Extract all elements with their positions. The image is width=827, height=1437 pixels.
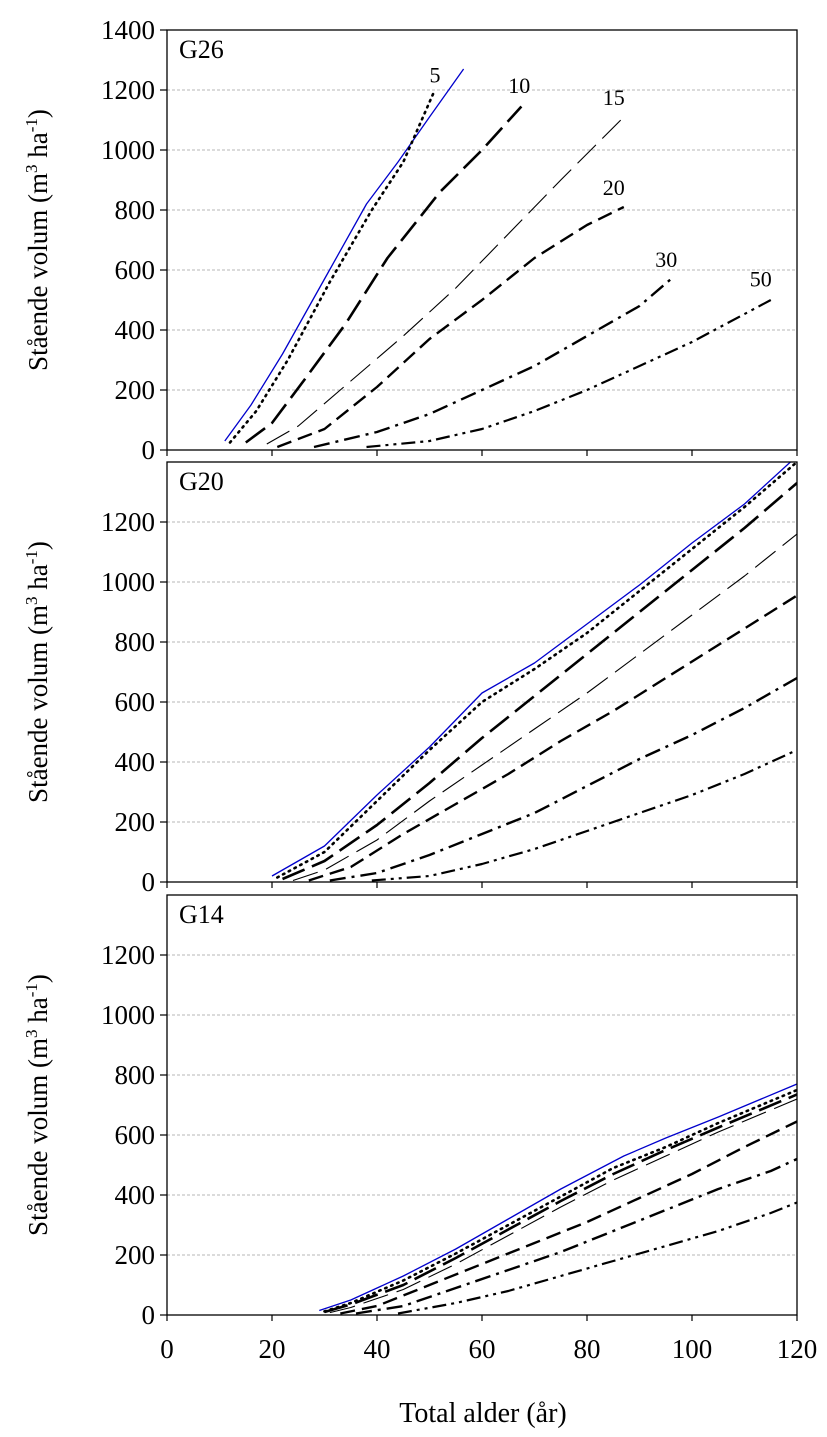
curve-label: 50 [750,267,772,292]
panel-title: G14 [179,900,224,929]
y-tick-label: 1400 [101,15,155,45]
y-tick-label: 1200 [101,940,155,970]
series-line-15 [266,116,625,445]
x-tick-label: 0 [160,1334,174,1364]
series-line-unlabeled-1 [323,1088,797,1313]
panel-g14: 0 200 400 600 800 1000 1200 0 20 40 60 80 100 120 G14 S… [22,894,818,1364]
series-line-10 [324,1093,797,1314]
y-tick-label: 0 [142,1300,156,1330]
y-tick-label: 400 [115,315,156,345]
panel-g26: 0 200 400 600 800 1000 1200 1400 5 10 15 20 30 50 G26 S… [22,15,798,465]
series-line-10 [245,105,523,444]
panel-title: G26 [179,35,224,64]
plot-frame [166,461,798,883]
y-tick-label: 0 [142,435,156,465]
series-line-5 [271,462,792,877]
series-line-30 [329,676,797,882]
series-group [319,1083,797,1315]
x-axis-label: Total alder (år) [399,1398,567,1429]
y-tick-label: 1000 [101,1000,155,1030]
y-tick-label: 0 [142,867,156,897]
y-tick-label: 800 [115,1060,156,1090]
y-tick-label: 1200 [101,75,155,105]
y-tick-label: 600 [115,255,156,285]
series-line-50 [397,1201,797,1315]
series-line-50 [366,299,772,449]
series-line-20 [308,594,797,882]
plot-frame [166,29,798,451]
series-line-30 [313,278,672,449]
y-tick-label: 1000 [101,567,155,597]
curve-label: 10 [508,73,530,98]
series-line-5 [224,68,465,442]
y-tick-label: 200 [115,1240,156,1270]
series-line-15 [292,533,797,882]
x-tick-label: 60 [469,1334,496,1364]
y-tick-label: 800 [115,195,156,225]
panel-g20: 0 200 400 600 800 1000 1200 G20 Stående volum (m… [22,461,798,897]
series-line-20 [340,1120,797,1315]
y-tick-label: 1200 [101,507,155,537]
series-group [271,462,797,882]
y-axis-label: Stående volum (m3 ha-1) [22,109,53,371]
series-line-5 [319,1083,797,1312]
y-tick-label: 800 [115,627,156,657]
series-line-10 [281,482,797,881]
y-tick-label: 400 [115,1180,156,1210]
x-tick-label: 80 [574,1334,601,1364]
curve-label: 20 [603,175,625,200]
series-line-30 [355,1157,797,1315]
x-tick-label: 120 [777,1334,818,1364]
y-tick-label: 1000 [101,135,155,165]
y-tick-label: 400 [115,747,156,777]
series-line-20 [276,205,625,449]
series-line-unlabeled-1 [276,462,797,879]
series-group [224,68,772,449]
curve-label: 5 [430,63,441,88]
y-tick-label: 600 [115,1120,156,1150]
x-tick-label: 100 [672,1334,713,1364]
x-tick-label: 40 [364,1334,391,1364]
curve-label: 15 [603,85,625,110]
series-line-15 [329,1098,797,1314]
y-axis-label: Stående volum (m3 ha-1) [22,974,53,1236]
x-tick-label: 20 [259,1334,286,1364]
series-line-50 [371,748,797,882]
y-axis-label: Stående volum (m3 ha-1) [22,541,53,803]
series-line-unlabeled-1 [228,88,437,444]
y-tick-label: 200 [115,807,156,837]
y-tick-label: 600 [115,687,156,717]
curve-label: 30 [655,247,677,272]
plot-frame [166,894,798,1316]
panel-title: G20 [179,467,224,496]
y-tick-label: 200 [115,375,156,405]
